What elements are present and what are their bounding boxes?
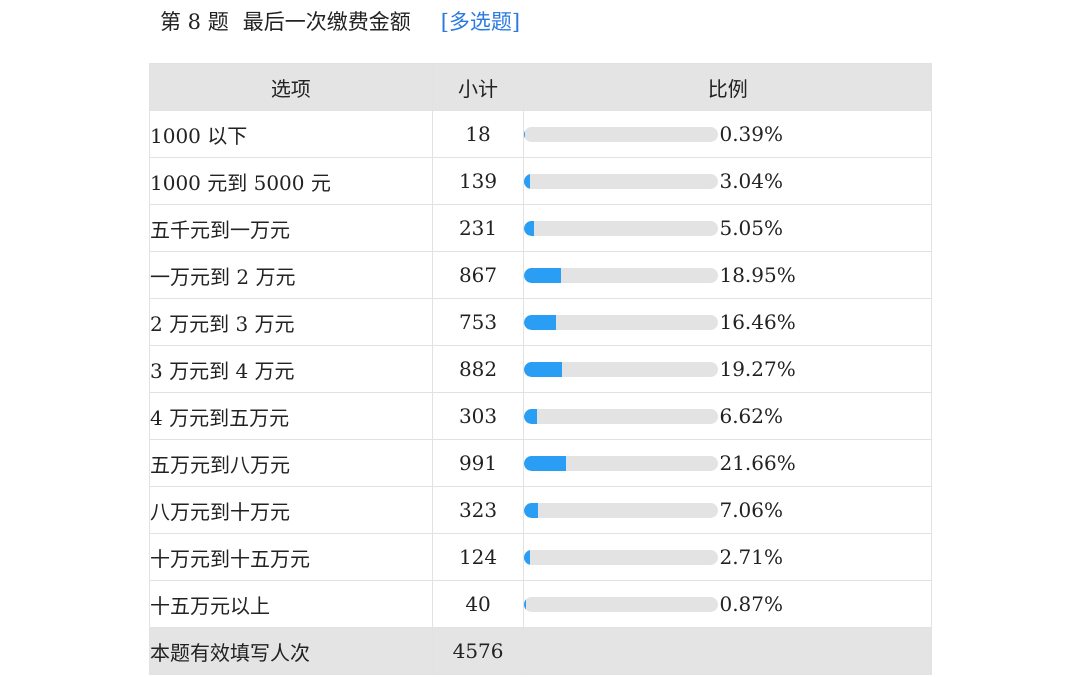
option-ratio: 19.27% [523,345,932,393]
footer-empty-cell [523,627,932,675]
ratio-bar-fill [524,126,526,142]
ratio-bar-track [524,549,719,565]
option-count: 18 [431,110,525,158]
ratio-bar-track [524,455,719,471]
ratio-percent: 18.95% [719,263,796,287]
question-text: 最后一次缴费金额 [242,10,411,34]
option-ratio: 18.95% [523,251,932,299]
option-ratio: 5.05% [523,204,932,252]
option-count: 882 [431,345,525,393]
ratio-bar-track [524,126,719,142]
ratio-bar-fill [524,549,530,565]
option-label: 3 万元到 4 万元 [149,345,433,393]
footer-label: 本题有效填写人次 [149,627,433,675]
option-label: 五千元到一万元 [149,204,433,252]
ratio-bar-fill [524,220,535,236]
option-label: 1000 以下 [149,110,433,158]
ratio-bar-fill [524,502,539,518]
option-label: 十万元到十五万元 [149,533,433,581]
ratio-bar-fill [524,596,527,612]
option-label: 八万元到十万元 [149,486,433,534]
option-count: 323 [431,486,525,534]
table-row: 3 万元到 4 万元 882 19.27% [149,345,932,393]
option-count: 231 [431,204,525,252]
ratio-percent: 7.06% [719,498,784,522]
table-footer-row: 本题有效填写人次 4576 [149,627,932,675]
option-count: 124 [431,533,525,581]
table-row: 五千元到一万元 231 5.05% [149,204,932,252]
option-count: 303 [431,392,525,440]
result-table: 选项 小计 比例 1000 以下 18 0.39% 1000 元到 5000 元 139… [149,63,932,675]
header-ratio: 比例 [523,63,932,111]
header-count: 小计 [431,63,525,111]
option-ratio: 21.66% [523,439,932,487]
option-ratio: 2.71% [523,533,932,581]
table-row: 八万元到十万元 323 7.06% [149,486,932,534]
table-row: 五万元到八万元 991 21.66% [149,439,932,487]
option-ratio: 0.39% [523,110,932,158]
footer-count: 4576 [431,627,525,675]
ratio-bar-track [524,314,719,330]
table-header-row: 选项 小计 比例 [149,63,932,111]
table-row: 十万元到十五万元 124 2.71% [149,533,932,581]
table-row: 2 万元到 3 万元 753 16.46% [149,298,932,346]
option-count: 139 [431,157,525,205]
option-label: 十五万元以上 [149,580,433,628]
ratio-bar-track [524,502,719,518]
option-count: 40 [431,580,525,628]
ratio-bar-fill [524,408,538,424]
option-ratio: 0.87% [523,580,932,628]
option-count: 753 [431,298,525,346]
ratio-bar-fill [524,173,531,189]
table-row: 4 万元到五万元 303 6.62% [149,392,932,440]
option-label: 五万元到八万元 [149,439,433,487]
option-ratio: 7.06% [523,486,932,534]
ratio-bar-track [524,173,719,189]
question-number: 第 8 题 [160,10,229,34]
option-ratio: 3.04% [523,157,932,205]
option-label: 一万元到 2 万元 [149,251,433,299]
option-label: 4 万元到五万元 [149,392,433,440]
ratio-percent: 21.66% [719,451,796,475]
question-type-tag[interactable]: [多选题] [440,10,521,34]
question-title: 第 8 题最后一次缴费金额 [多选题] [160,8,520,36]
ratio-percent: 19.27% [719,357,796,381]
option-label: 2 万元到 3 万元 [149,298,433,346]
ratio-bar-track [524,220,719,236]
ratio-percent: 2.71% [719,545,784,569]
ratio-percent: 16.46% [719,310,796,334]
ratio-bar-track [524,596,719,612]
ratio-percent: 0.87% [719,592,784,616]
ratio-bar-track [524,361,719,377]
ratio-bar-fill [524,361,562,377]
ratio-bar-track [524,267,719,283]
header-option: 选项 [149,63,433,111]
option-count: 867 [431,251,525,299]
ratio-percent: 3.04% [719,169,784,193]
table-row: 1000 以下 18 0.39% [149,110,932,158]
table-row: 十五万元以上 40 0.87% [149,580,932,628]
table-row: 1000 元到 5000 元 139 3.04% [149,157,932,205]
option-count: 991 [431,439,525,487]
ratio-bar-fill [524,455,567,471]
ratio-bar-track [524,408,719,424]
option-ratio: 16.46% [523,298,932,346]
ratio-percent: 0.39% [719,122,784,146]
ratio-bar-fill [524,267,562,283]
ratio-percent: 6.62% [719,404,784,428]
option-label: 1000 元到 5000 元 [149,157,433,205]
ratio-bar-fill [524,314,557,330]
ratio-percent: 5.05% [719,216,784,240]
table-row: 一万元到 2 万元 867 18.95% [149,251,932,299]
option-ratio: 6.62% [523,392,932,440]
